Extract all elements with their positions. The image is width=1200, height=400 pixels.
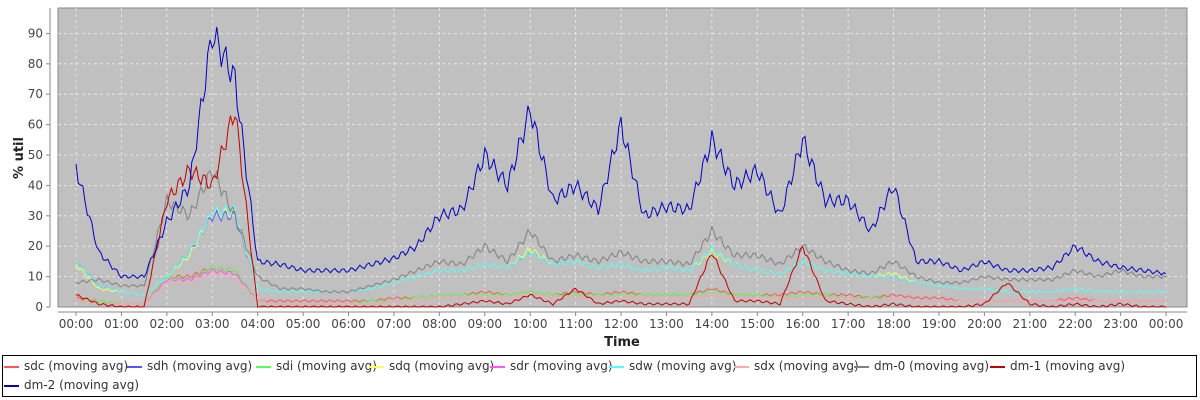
x-tick-label: 21:00: [1013, 317, 1048, 331]
legend-label: dm-1 (moving avg): [1010, 359, 1126, 373]
x-tick-label: 20:00: [967, 317, 1002, 331]
legend-item-sdi: sdi (moving avg): [256, 358, 377, 374]
legend-label: sdc (moving avg): [24, 359, 129, 373]
legend-label: sdx (moving avg): [754, 359, 859, 373]
x-tick-label: 10:00: [513, 317, 548, 331]
legend-item-sdh: sdh (moving avg): [127, 358, 252, 374]
x-tick-label: 05:00: [286, 317, 321, 331]
legend-swatch: [490, 365, 505, 368]
x-tick-label: 06:00: [331, 317, 366, 331]
x-tick-label: 23:00: [1103, 317, 1138, 331]
x-tick-label: 19:00: [922, 317, 957, 331]
x-tick-label: 07:00: [377, 317, 412, 331]
y-tick-label: 10: [28, 270, 43, 284]
x-tick-label: 13:00: [649, 317, 684, 331]
x-tick-label: 02:00: [150, 317, 185, 331]
y-tick-label: 80: [28, 57, 43, 71]
series-line-sdw: [75, 204, 1167, 297]
legend: sdc (moving avg) sdh (moving avg) sdi (mov…: [2, 355, 1197, 397]
legend-swatch: [854, 365, 869, 368]
legend-item-dm-2: dm-2 (moving avg): [4, 377, 139, 393]
legend-label: sdr (moving avg): [510, 359, 613, 373]
x-tick-label: 04:00: [240, 317, 275, 331]
legend-swatch: [127, 365, 142, 368]
legend-label: dm-0 (moving avg): [874, 359, 990, 373]
legend-swatch: [609, 365, 624, 368]
x-tick-label: 18:00: [876, 317, 911, 331]
y-tick-label: 60: [28, 118, 43, 132]
legend-label: dm-2 (moving avg): [24, 378, 140, 392]
legend-swatch: [4, 384, 19, 387]
x-tick-label: 12:00: [604, 317, 639, 331]
x-tick-label: 08:00: [422, 317, 457, 331]
legend-item-sdx: sdx (moving avg): [734, 358, 859, 374]
series-group: [75, 26, 1167, 308]
y-axis-title: % util: [12, 137, 27, 179]
y-tick-label: 20: [28, 239, 43, 253]
legend-swatch: [734, 365, 749, 368]
y-tick-label: 0: [35, 300, 43, 314]
x-tick-label: 11:00: [558, 317, 593, 331]
legend-swatch: [256, 365, 271, 368]
x-tick-label: 09:00: [467, 317, 502, 331]
x-tick-label: 00:00: [1149, 317, 1184, 331]
y-axis: 0 10 20 30 40 50 60 70 80 90: [28, 8, 51, 314]
legend-swatch: [369, 365, 384, 368]
legend-swatch: [990, 365, 1005, 368]
y-tick-label: 90: [28, 26, 43, 40]
y-tick-label: 50: [28, 148, 43, 162]
x-tick-label: 17:00: [831, 317, 866, 331]
legend-label: sdi (moving avg): [276, 359, 377, 373]
x-tick-label: 16:00: [785, 317, 820, 331]
series-line-dm-2: [75, 26, 1167, 280]
x-tick-label: 14:00: [695, 317, 730, 331]
legend-swatch: [4, 365, 19, 368]
x-axis: 00:00 01:00 02:00 03:00 04:00 05:00 06:00 07:00…: [58, 311, 1187, 331]
legend-label: sdh (moving avg): [147, 359, 253, 373]
legend-label: sdq (moving avg): [389, 359, 495, 373]
x-tick-label: 03:00: [195, 317, 230, 331]
legend-item-dm-1: dm-1 (moving avg): [990, 358, 1125, 374]
grid: [58, 8, 1187, 307]
legend-item-sdq: sdq (moving avg): [369, 358, 494, 374]
legend-item-sdr: sdr (moving avg): [490, 358, 613, 374]
x-axis-title: Time: [604, 335, 640, 350]
series-line-dm-0: [75, 169, 1167, 294]
legend-item-sdw: sdw (moving avg): [609, 358, 736, 374]
y-tick-label: 40: [28, 178, 43, 192]
legend-label: sdw (moving avg): [629, 359, 737, 373]
y-tick-label: 70: [28, 87, 43, 101]
x-tick-label: 22:00: [1058, 317, 1093, 331]
x-tick-label: 01:00: [104, 317, 139, 331]
series-line-dm-1: [75, 115, 1167, 308]
x-tick-label: 00:00: [59, 317, 94, 331]
legend-item-dm-0: dm-0 (moving avg): [854, 358, 989, 374]
y-tick-label: 30: [28, 209, 43, 223]
x-tick-label: 15:00: [740, 317, 775, 331]
series-line-sdx: [75, 270, 1167, 306]
legend-item-sdc: sdc (moving avg): [4, 358, 128, 374]
plot-area: [57, 7, 1188, 308]
